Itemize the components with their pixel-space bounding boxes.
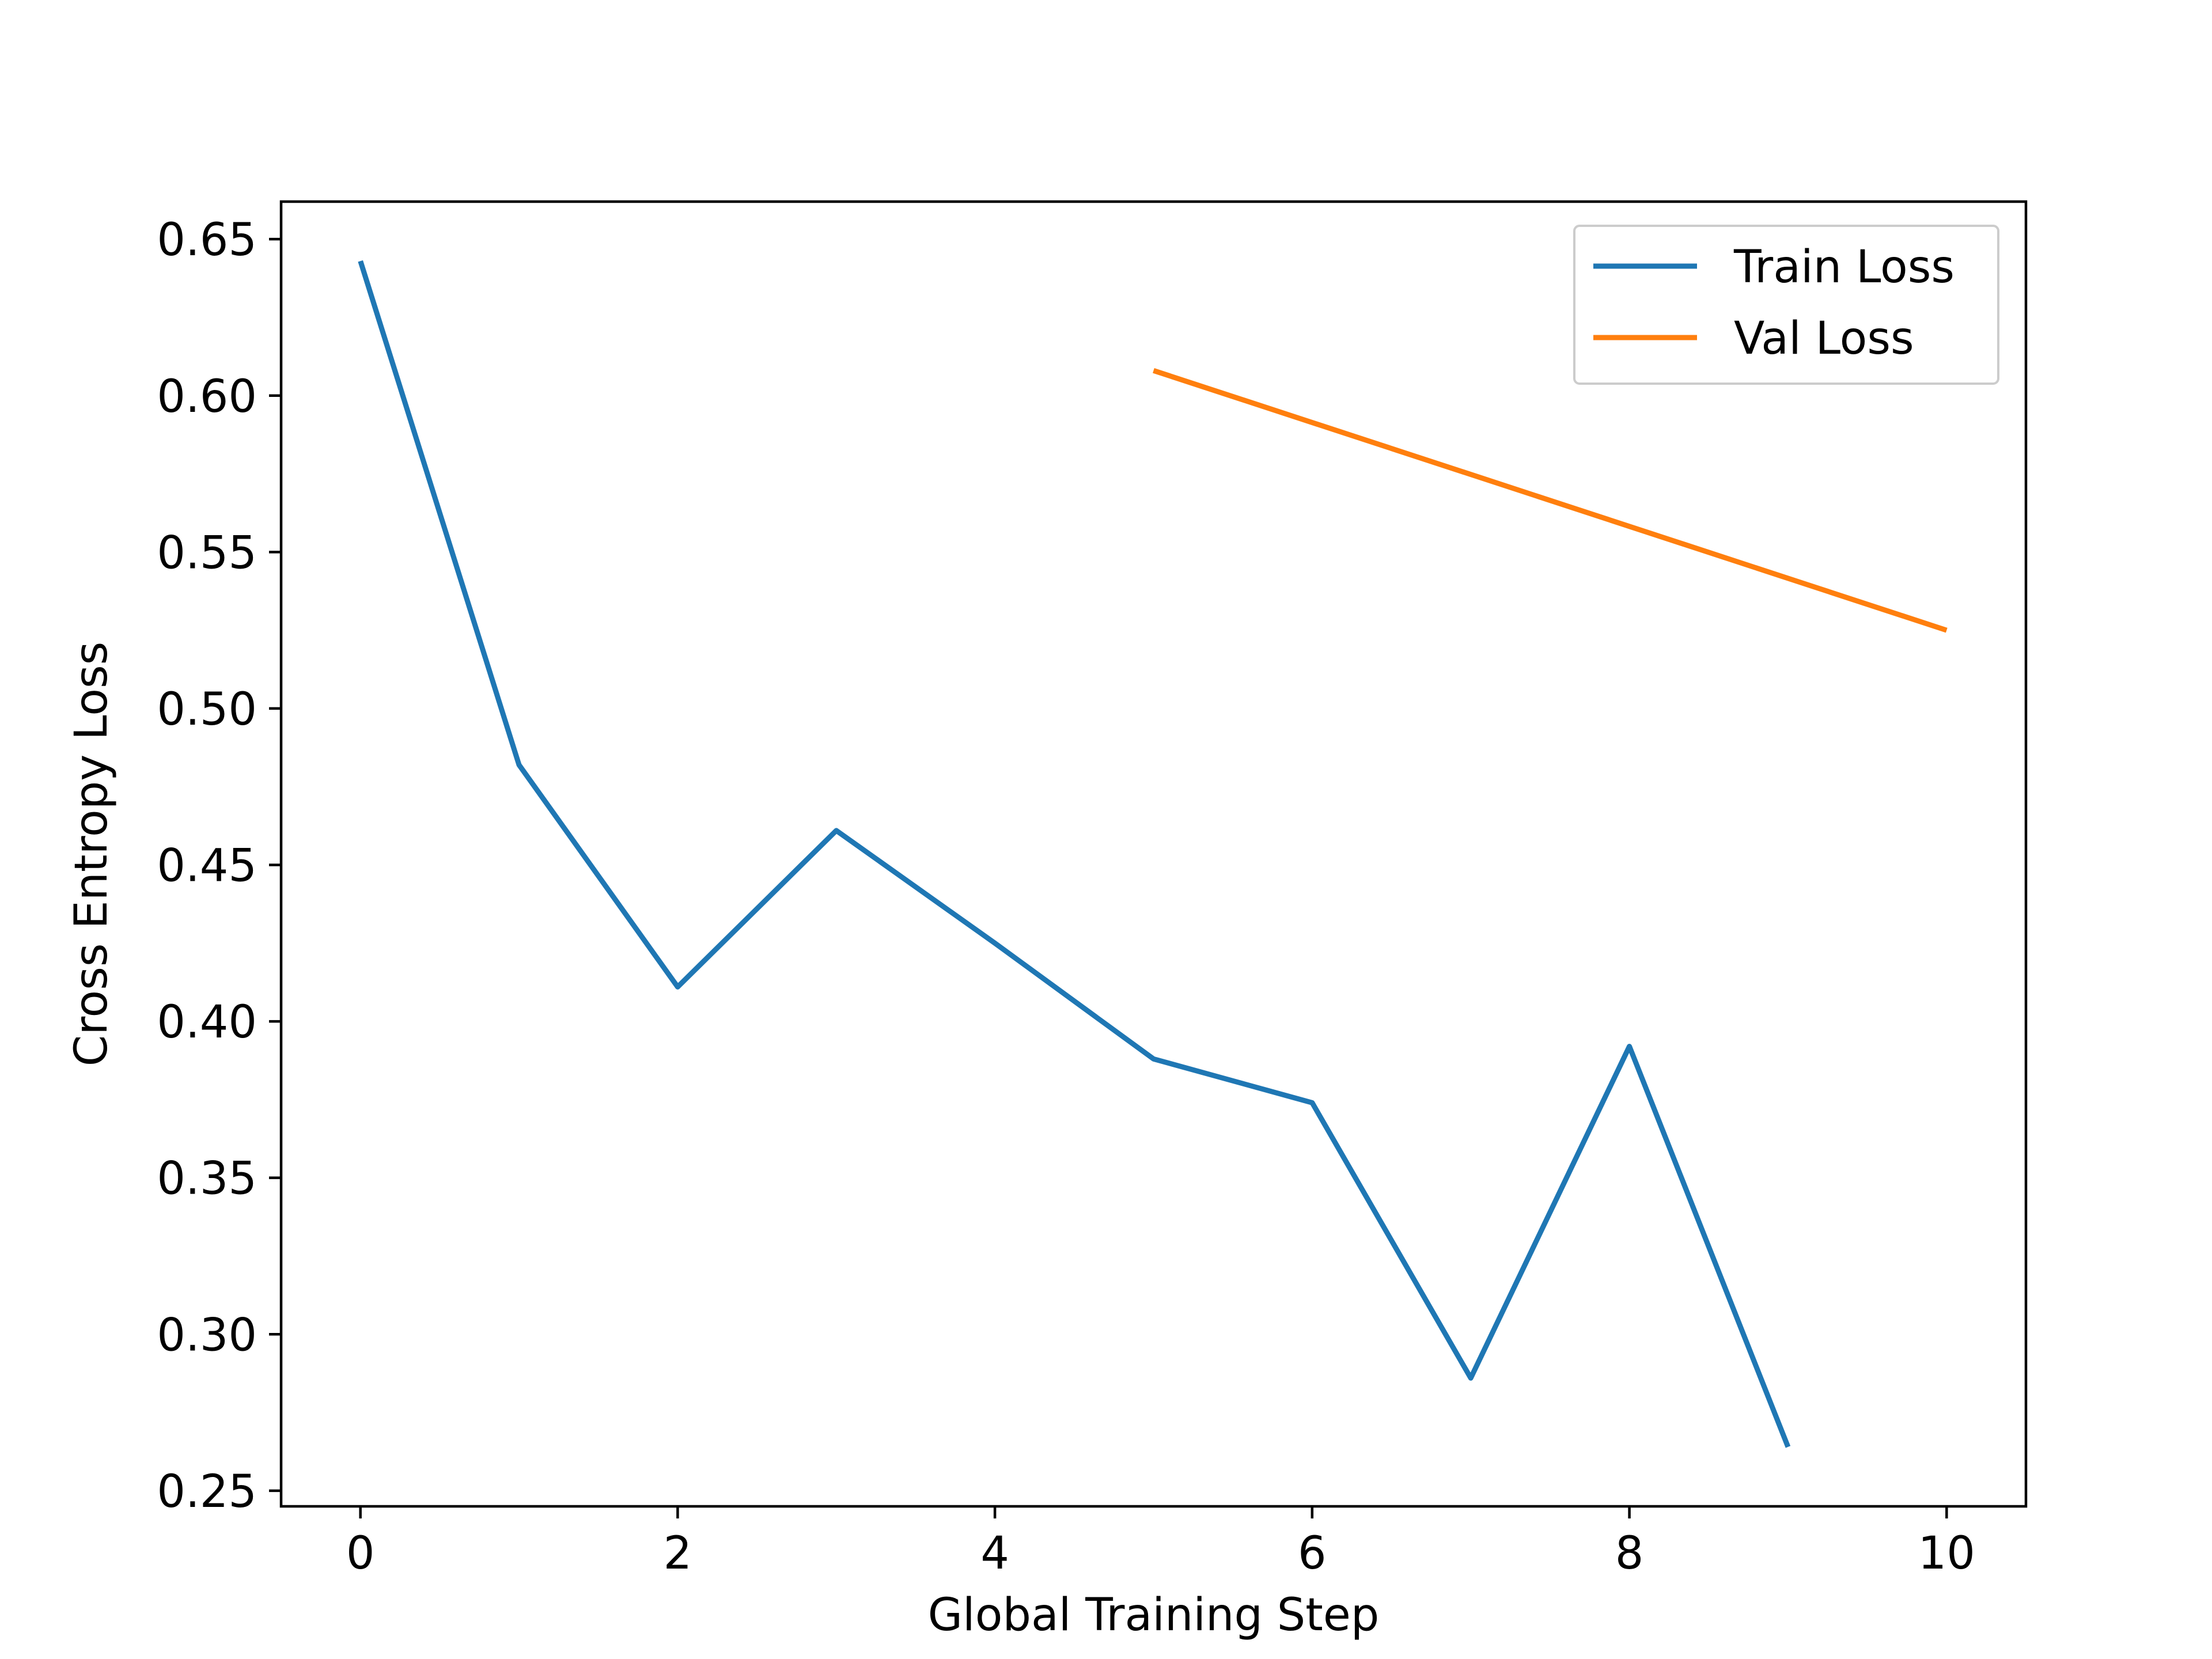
series-layer — [358, 260, 1948, 1448]
x-tick-label: 10 — [1918, 1528, 1975, 1580]
x-tick-label: 6 — [1298, 1528, 1327, 1580]
x-tick-label: 8 — [1615, 1528, 1644, 1580]
legend-label: Val Loss — [1734, 313, 1914, 365]
x-tick-label: 0 — [346, 1528, 375, 1580]
y-tick-label: 0.35 — [157, 1153, 257, 1205]
x-tick-label: 2 — [664, 1528, 692, 1580]
legend: Train Loss Val Loss — [1573, 225, 1999, 385]
y-tick-label: 0.50 — [157, 684, 257, 736]
y-tick-label: 0.25 — [157, 1466, 257, 1518]
y-tick-label: 0.40 — [157, 997, 257, 1048]
y-tick-label: 0.45 — [157, 840, 257, 892]
x-axis-label: Global Training Step — [928, 1589, 1380, 1641]
y-tick-label: 0.55 — [157, 527, 257, 579]
x-tick-label: 4 — [980, 1528, 1009, 1580]
ticks-layer: 0 2 4 6 8 10 0.25 0.30 0.35 0.40 0.45 0.50 0.55 0.60 0… — [157, 214, 1975, 1580]
plot-frame — [279, 200, 2028, 1508]
y-axis-label: Cross Entropy Loss — [66, 642, 118, 1067]
y-tick-label: 0.30 — [157, 1309, 257, 1361]
y-tick-label: 0.65 — [157, 214, 257, 266]
series-line-val-loss — [1153, 368, 1948, 633]
series-line-train-loss — [358, 260, 1791, 1448]
legend-label: Train Loss — [1733, 241, 1955, 293]
y-tick-label: 0.60 — [157, 371, 257, 423]
